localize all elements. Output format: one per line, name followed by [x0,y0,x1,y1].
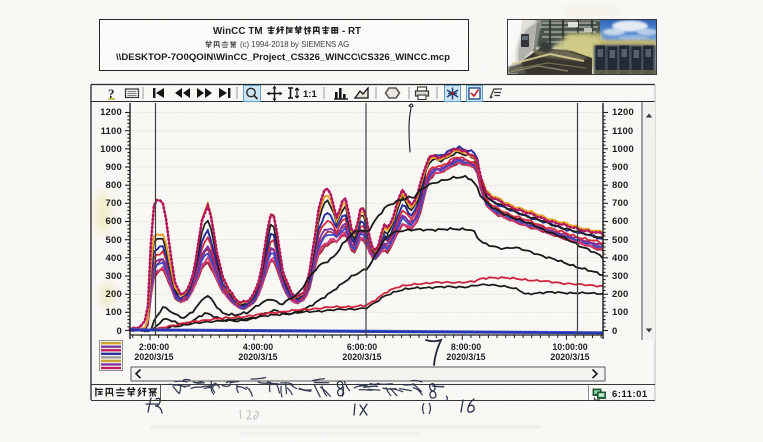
svg-text:6:11:01: 6:11:01 [612,389,648,400]
svg-text:1:1: 1:1 [303,89,317,100]
